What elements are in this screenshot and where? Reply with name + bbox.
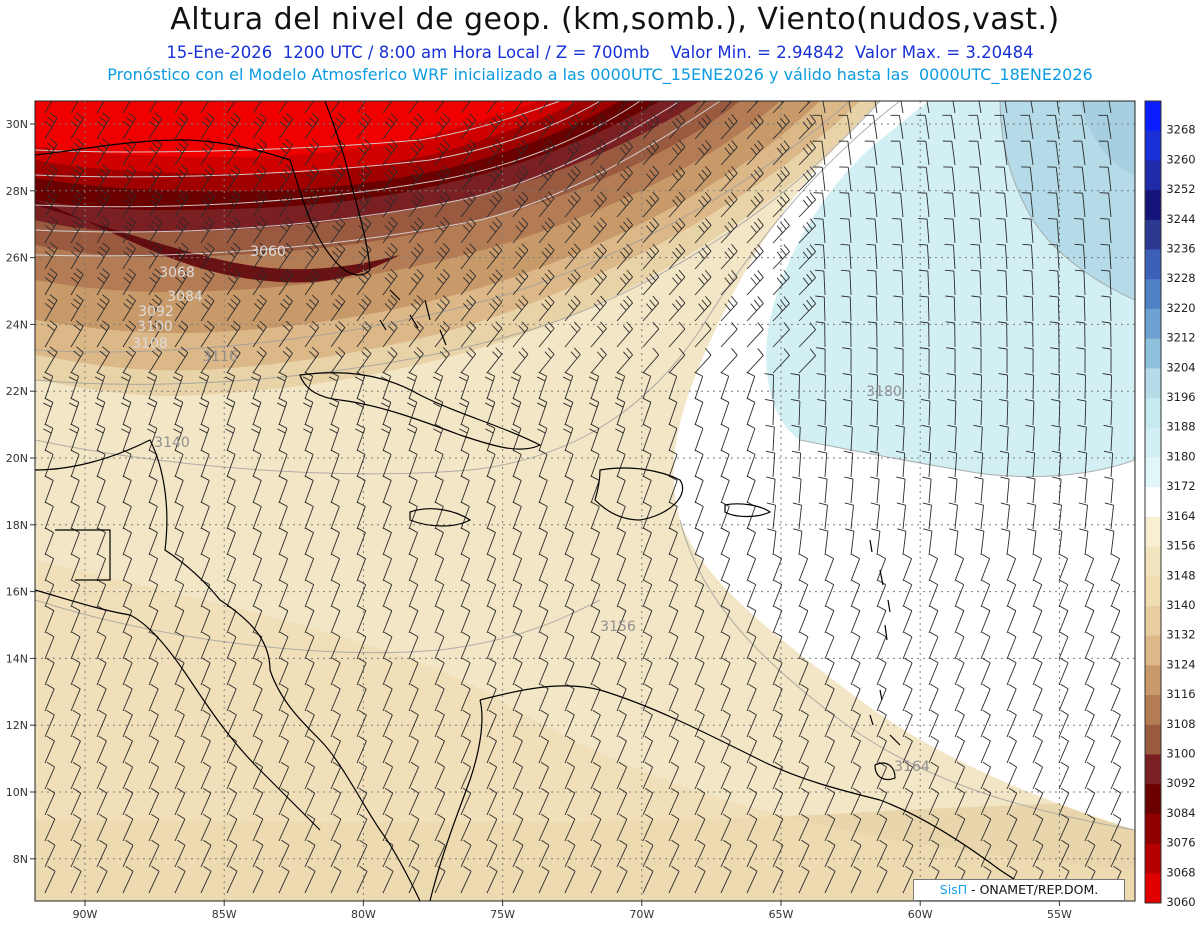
colorbar-label: 3092	[1166, 776, 1195, 790]
colorbar-swatch	[1145, 101, 1161, 132]
lat-label: 24N	[6, 318, 28, 331]
colorbar-label: 3188	[1166, 420, 1195, 434]
lon-label: 55W	[1047, 908, 1072, 921]
colorbar-label: 3236	[1166, 242, 1195, 256]
colorbar-swatch	[1145, 487, 1161, 518]
colorbar-label: 3084	[1166, 806, 1195, 820]
contour-label: 3156	[600, 619, 636, 635]
colorbar: 3268 3260 3252 3244 3236 3228 3220 3212 3204 3196…	[1144, 100, 1196, 909]
colorbar-swatch	[1145, 457, 1161, 488]
colorbar-label: 3164	[1166, 509, 1195, 523]
contour-label: 3092	[138, 304, 174, 320]
colorbar-label: 3252	[1166, 182, 1195, 196]
lat-label: 30N	[6, 118, 28, 131]
colorbar-swatch	[1145, 813, 1161, 845]
contour-label: 3100	[137, 319, 173, 335]
lat-label: 12N	[6, 719, 28, 732]
lon-label: 90W	[73, 908, 98, 921]
colorbar-swatch	[1145, 576, 1161, 607]
lon-label: 60W	[908, 908, 933, 921]
colorbar-label: 3060	[1166, 895, 1195, 909]
colorbar-label: 3220	[1166, 301, 1195, 315]
model-info-line: Pronóstico con el Modelo Atmosferico WRF…	[107, 65, 1093, 84]
contour-label: 3164	[894, 759, 930, 775]
colorbar-swatch	[1145, 754, 1161, 785]
colorbar-swatch	[1145, 695, 1161, 726]
sispi-logo: SisΠ	[939, 882, 968, 897]
colorbar-swatch	[1145, 546, 1161, 577]
lat-label: 8N	[13, 853, 28, 866]
wind-barbs	[42, 101, 1122, 894]
lat-label: 14N	[6, 652, 28, 665]
colorbar-swatch	[1145, 308, 1161, 340]
latitude-axis: 30N 28N 26N 24N 22N 20N 18N 16N 14N 12N 10N 8N	[6, 118, 35, 866]
colorbar-swatch	[1145, 784, 1161, 815]
colorbar-label: 3244	[1166, 212, 1195, 226]
contour-label: 3140	[154, 435, 190, 451]
colorbar-swatch	[1145, 605, 1161, 637]
colorbar-label: 3204	[1166, 360, 1195, 374]
colorbar-swatch	[1145, 635, 1161, 666]
colorbar-label: 3108	[1166, 717, 1195, 731]
colorbar-swatch	[1145, 338, 1161, 369]
colorbar-swatch	[1145, 427, 1161, 458]
shaded-field	[35, 101, 1135, 901]
colorbar-swatch	[1145, 516, 1161, 548]
colorbar-swatch	[1145, 249, 1161, 280]
lat-label: 10N	[6, 786, 28, 799]
lon-label: 80W	[351, 908, 376, 921]
map-title: Altura del nivel de geop. (km,somb.), Vi…	[170, 2, 1060, 37]
colorbar-swatch	[1145, 190, 1161, 221]
coastlines	[35, 101, 1061, 901]
lat-label: 26N	[6, 252, 28, 265]
colorbar-swatch	[1145, 843, 1161, 874]
contour-label: 3108	[132, 336, 168, 352]
colorbar-label: 3100	[1166, 746, 1195, 760]
colorbar-label: 3132	[1166, 628, 1195, 642]
longitude-axis: 90W 85W 80W 75W 70W 65W 60W 55W	[73, 901, 1072, 921]
colorbar-label: 3140	[1166, 598, 1195, 612]
lon-label: 70W	[629, 908, 654, 921]
lon-label: 75W	[490, 908, 515, 921]
colorbar-label: 3228	[1166, 271, 1195, 285]
forecast-time-line: 15-Ene-2026 1200 UTC / 8:00 am Hora Loca…	[166, 43, 1034, 62]
onamet-credit: - ONAMET/REP.DOM.	[967, 882, 1099, 897]
lat-label: 20N	[6, 452, 28, 465]
colorbar-swatch	[1145, 873, 1161, 904]
lat-label: 22N	[6, 385, 28, 398]
contour-label: 3060	[250, 244, 286, 260]
colorbar-label: 3116	[1166, 687, 1195, 701]
contour-label: 3084	[167, 289, 203, 305]
contour-label: 3068	[159, 265, 195, 281]
lat-label: 16N	[6, 586, 28, 599]
colorbar-label: 3180	[1166, 449, 1195, 463]
contour-label: 3180	[866, 384, 902, 400]
lat-label: 28N	[6, 185, 28, 198]
lat-label: 18N	[6, 519, 28, 532]
colorbar-label: 3076	[1166, 836, 1195, 850]
colorbar-label: 3268	[1166, 123, 1195, 137]
colorbar-label: 3156	[1166, 539, 1195, 553]
colorbar-label: 3172	[1166, 479, 1195, 493]
colorbar-label: 3196	[1166, 390, 1195, 404]
colorbar-swatch	[1145, 130, 1161, 161]
lon-label: 85W	[212, 908, 237, 921]
colorbar-swatch	[1145, 368, 1161, 399]
colorbar-swatch	[1145, 665, 1161, 696]
contour-label: 3116	[202, 349, 238, 365]
colorbar-swatch	[1145, 279, 1161, 310]
colorbar-swatch	[1145, 219, 1161, 251]
colorbar-label: 3068	[1166, 865, 1195, 879]
colorbar-label: 3124	[1166, 657, 1195, 671]
credit-box: SisΠ - ONAMET/REP.DOM.	[913, 879, 1125, 901]
colorbar-swatch	[1145, 724, 1161, 755]
colorbar-label: 3148	[1166, 568, 1195, 582]
lon-label: 65W	[769, 908, 794, 921]
colorbar-swatch	[1145, 398, 1161, 429]
colorbar-swatch	[1145, 160, 1161, 191]
colorbar-label: 3212	[1166, 331, 1195, 345]
colorbar-label: 3260	[1166, 152, 1195, 166]
